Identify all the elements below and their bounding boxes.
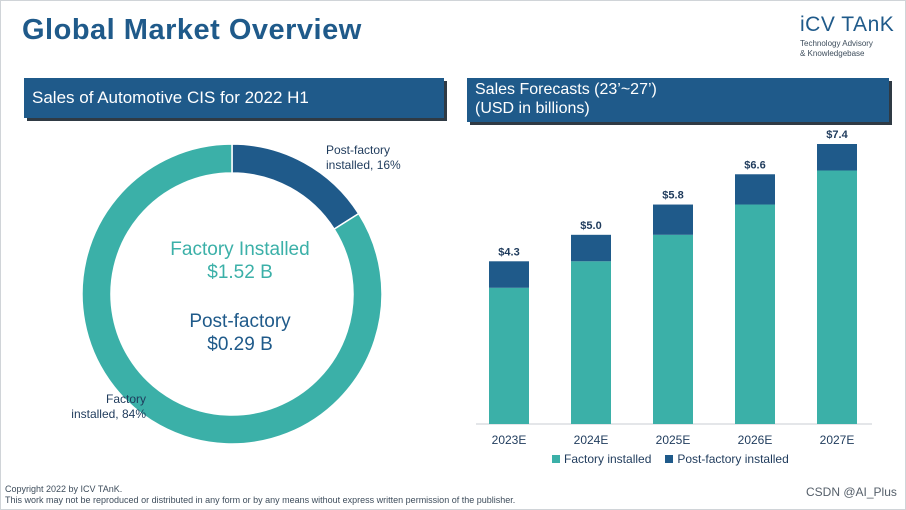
bar-legend: Factory installed Post-factory installed [552, 452, 789, 466]
legend-label-post: Post-factory installed [677, 452, 789, 466]
footer-copyright: Copyright 2022 by ICV TAnK. This work ma… [5, 484, 515, 506]
bar-post-2025E [653, 204, 693, 235]
donut-center-post-label: Post-factory [189, 311, 291, 332]
donut-center-factory-value: $1.52 B [207, 262, 273, 283]
forecast-panel-title-line2: (USD in billions) [475, 100, 590, 117]
x-tick-label-2027E: 2027E [820, 433, 855, 447]
footer-line1: Copyright 2022 by ICV TAnK. [5, 484, 123, 494]
donut-center-factory: Factory Installed $1.52 B [150, 238, 330, 284]
donut-center-post-value: $0.29 B [207, 334, 273, 355]
logo-main-text: iCV TAnK [800, 13, 895, 36]
donut-panel-title: Sales of Automotive CIS for 2022 H1 [24, 78, 444, 118]
bar-factory-2025E [653, 234, 693, 424]
forecast-panel-title: Sales Forecasts (23’~27’) (USD in billio… [467, 78, 889, 122]
watermark: CSDN @AI_Plus [806, 485, 897, 499]
x-tick-label-2023E: 2023E [492, 433, 527, 447]
bar-total-label-2027E: $7.4 [826, 129, 848, 141]
logo-sub-text-1: Technology Advisory [800, 39, 873, 48]
bar-factory-2024E [571, 261, 611, 424]
donut-center-post: Post-factory $0.29 B [150, 310, 330, 356]
bar-post-2023E [489, 261, 529, 288]
bar-post-2026E [735, 174, 775, 205]
logo-sub-text-2: & Knowledgebase [800, 49, 865, 58]
legend-swatch-factory [552, 455, 560, 463]
callout-post-line1: Post-factory [326, 143, 391, 157]
bar-factory-2023E [489, 287, 529, 424]
bar-post-2027E [817, 144, 857, 171]
donut-center-factory-label: Factory Installed [170, 239, 310, 260]
bar-total-label-2025E: $5.8 [662, 190, 683, 202]
callout-post-factory: Post-factory installed, 16% [326, 143, 436, 173]
donut-slice-factory [81, 143, 383, 445]
legend-swatch-post [665, 455, 674, 463]
x-tick-label-2024E: 2024E [574, 433, 609, 447]
callout-factory: Factory installed, 84% [36, 392, 146, 422]
bar-total-label-2026E: $6.6 [744, 159, 765, 171]
donut-panel-title-text: Sales of Automotive CIS for 2022 H1 [32, 88, 309, 107]
forecast-panel-title-line1: Sales Forecasts (23’~27’) [475, 81, 657, 98]
callout-factory-line1: Factory [105, 392, 146, 406]
logo: iCV TAnK Technology Advisory & Knowledge… [800, 14, 900, 59]
bar-total-label-2024E: $5.0 [580, 220, 601, 232]
x-tick-label-2025E: 2025E [656, 433, 691, 447]
page-title: Global Market Overview [22, 14, 362, 46]
callout-factory-line2: installed, 84% [71, 407, 146, 421]
x-tick-label-2026E: 2026E [738, 433, 773, 447]
footer-line2: This work may not be reproduced or distr… [5, 495, 516, 505]
callout-post-line2: installed, 16% [326, 158, 401, 172]
bar-total-label-2023E: $4.3 [498, 246, 519, 258]
bar-post-2024E [571, 234, 611, 262]
legend-item-post: Post-factory installed [665, 452, 789, 466]
bar-factory-2026E [735, 204, 775, 424]
legend-item-factory: Factory installed [552, 452, 651, 466]
bar-factory-2027E [817, 170, 857, 424]
legend-label-factory: Factory installed [564, 452, 652, 466]
